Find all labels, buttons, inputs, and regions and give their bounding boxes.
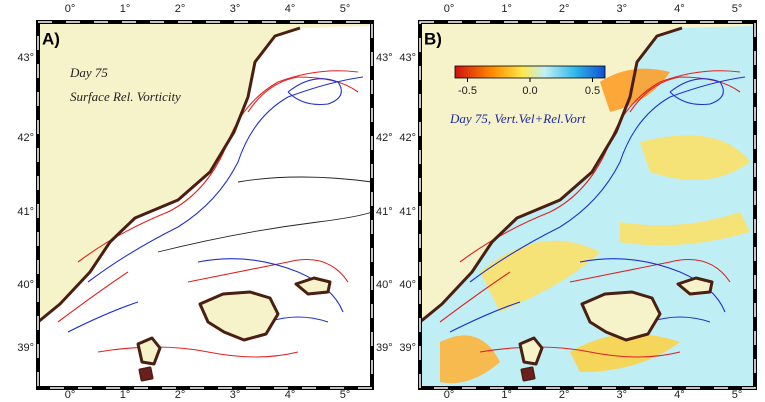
contour-positive: [439, 258, 731, 323]
colorbar-tick-label: 0.5: [585, 85, 600, 97]
annotation: Surface Rel. Vorticity: [70, 89, 181, 104]
field-patch: [640, 135, 750, 180]
contour-negative: [287, 78, 342, 106]
longitude-label: 5°: [732, 389, 743, 401]
latitude-label: 43°: [399, 52, 416, 64]
colorbar-tick-label: -0.5: [458, 85, 477, 97]
longitude-label: 1°: [501, 389, 512, 401]
contour-zero: [157, 211, 373, 253]
latitude-label: 43°: [376, 52, 393, 64]
island: [140, 368, 152, 380]
longitude-label: 4°: [674, 389, 685, 401]
field-patch: [480, 240, 600, 312]
map-panel: A) Day 75 Surface Rel. Vorticity: [36, 20, 374, 390]
latitude-label: 42°: [17, 132, 34, 144]
contour-positive: [57, 258, 349, 323]
contour-zero: [237, 176, 373, 183]
field-patch: [600, 68, 670, 112]
field-patch: [620, 212, 750, 246]
panel-label: A): [42, 29, 60, 48]
longitude-label: 0°: [65, 389, 76, 401]
island: [676, 276, 714, 296]
annotation: Day 75, Vert.Vel+Rel.Vort: [449, 111, 586, 126]
contour-positive: [479, 346, 681, 358]
annotation: Day 75: [69, 65, 108, 80]
longitude-label: 4°: [285, 3, 296, 15]
longitude-label: 1°: [120, 389, 131, 401]
longitude-label: 2°: [175, 389, 186, 401]
contour-negative: [67, 258, 344, 333]
contour-positive: [629, 76, 741, 113]
latitude-label: 40°: [376, 279, 393, 291]
longitude-label: 3°: [617, 3, 628, 15]
latitude-label: 39°: [399, 342, 416, 354]
frame-ticks: [419, 21, 756, 389]
longitude-label: 5°: [732, 3, 743, 15]
longitude-label: 3°: [230, 389, 241, 401]
panel-label: B): [424, 29, 442, 48]
longitude-label: 4°: [674, 3, 685, 15]
contour-positive: [247, 76, 359, 113]
colorbar-tick-label: 0.0: [522, 85, 537, 97]
latitude-label: 42°: [376, 132, 393, 144]
longitude-label: 0°: [65, 3, 76, 15]
colorbar: [454, 65, 606, 79]
longitude-label: 3°: [230, 3, 241, 15]
latitude-label: 41°: [376, 206, 393, 218]
longitude-label: 1°: [120, 3, 131, 15]
island: [198, 290, 280, 342]
island: [518, 336, 544, 366]
latitude-label: 40°: [399, 279, 416, 291]
latitude-label: 41°: [399, 206, 416, 218]
longitude-label: 2°: [559, 389, 570, 401]
frame-ticks: [37, 21, 373, 389]
latitude-label: 41°: [17, 206, 34, 218]
longitude-label: 2°: [559, 3, 570, 15]
latitude-label: 42°: [399, 132, 416, 144]
coastline: [36, 26, 301, 388]
contour-negative: [669, 78, 724, 106]
latitude-label: 39°: [17, 342, 34, 354]
island: [580, 290, 662, 342]
latitude-label: 40°: [17, 279, 34, 291]
latitude-label: 39°: [376, 342, 393, 354]
coastline: [418, 26, 683, 388]
contour-negative: [469, 76, 746, 283]
longitude-label: 5°: [340, 3, 351, 15]
contour-negative: [449, 258, 726, 333]
longitude-label: 1°: [501, 3, 512, 15]
island: [522, 368, 534, 380]
island: [136, 336, 162, 366]
longitude-label: 0°: [444, 389, 455, 401]
field-patch: [440, 335, 500, 384]
longitude-label: 2°: [175, 3, 186, 15]
longitude-label: 5°: [340, 389, 351, 401]
latitude-label: 43°: [17, 52, 34, 64]
field-patch: [570, 334, 680, 372]
map-panel: B) Day 75, Vert.Vel+Rel.Vort: [418, 20, 757, 390]
island: [294, 276, 332, 296]
contour-negative: [87, 76, 364, 283]
longitude-label: 4°: [285, 389, 296, 401]
longitude-label: 0°: [444, 3, 455, 15]
longitude-label: 3°: [617, 389, 628, 401]
contour-positive: [97, 346, 299, 358]
